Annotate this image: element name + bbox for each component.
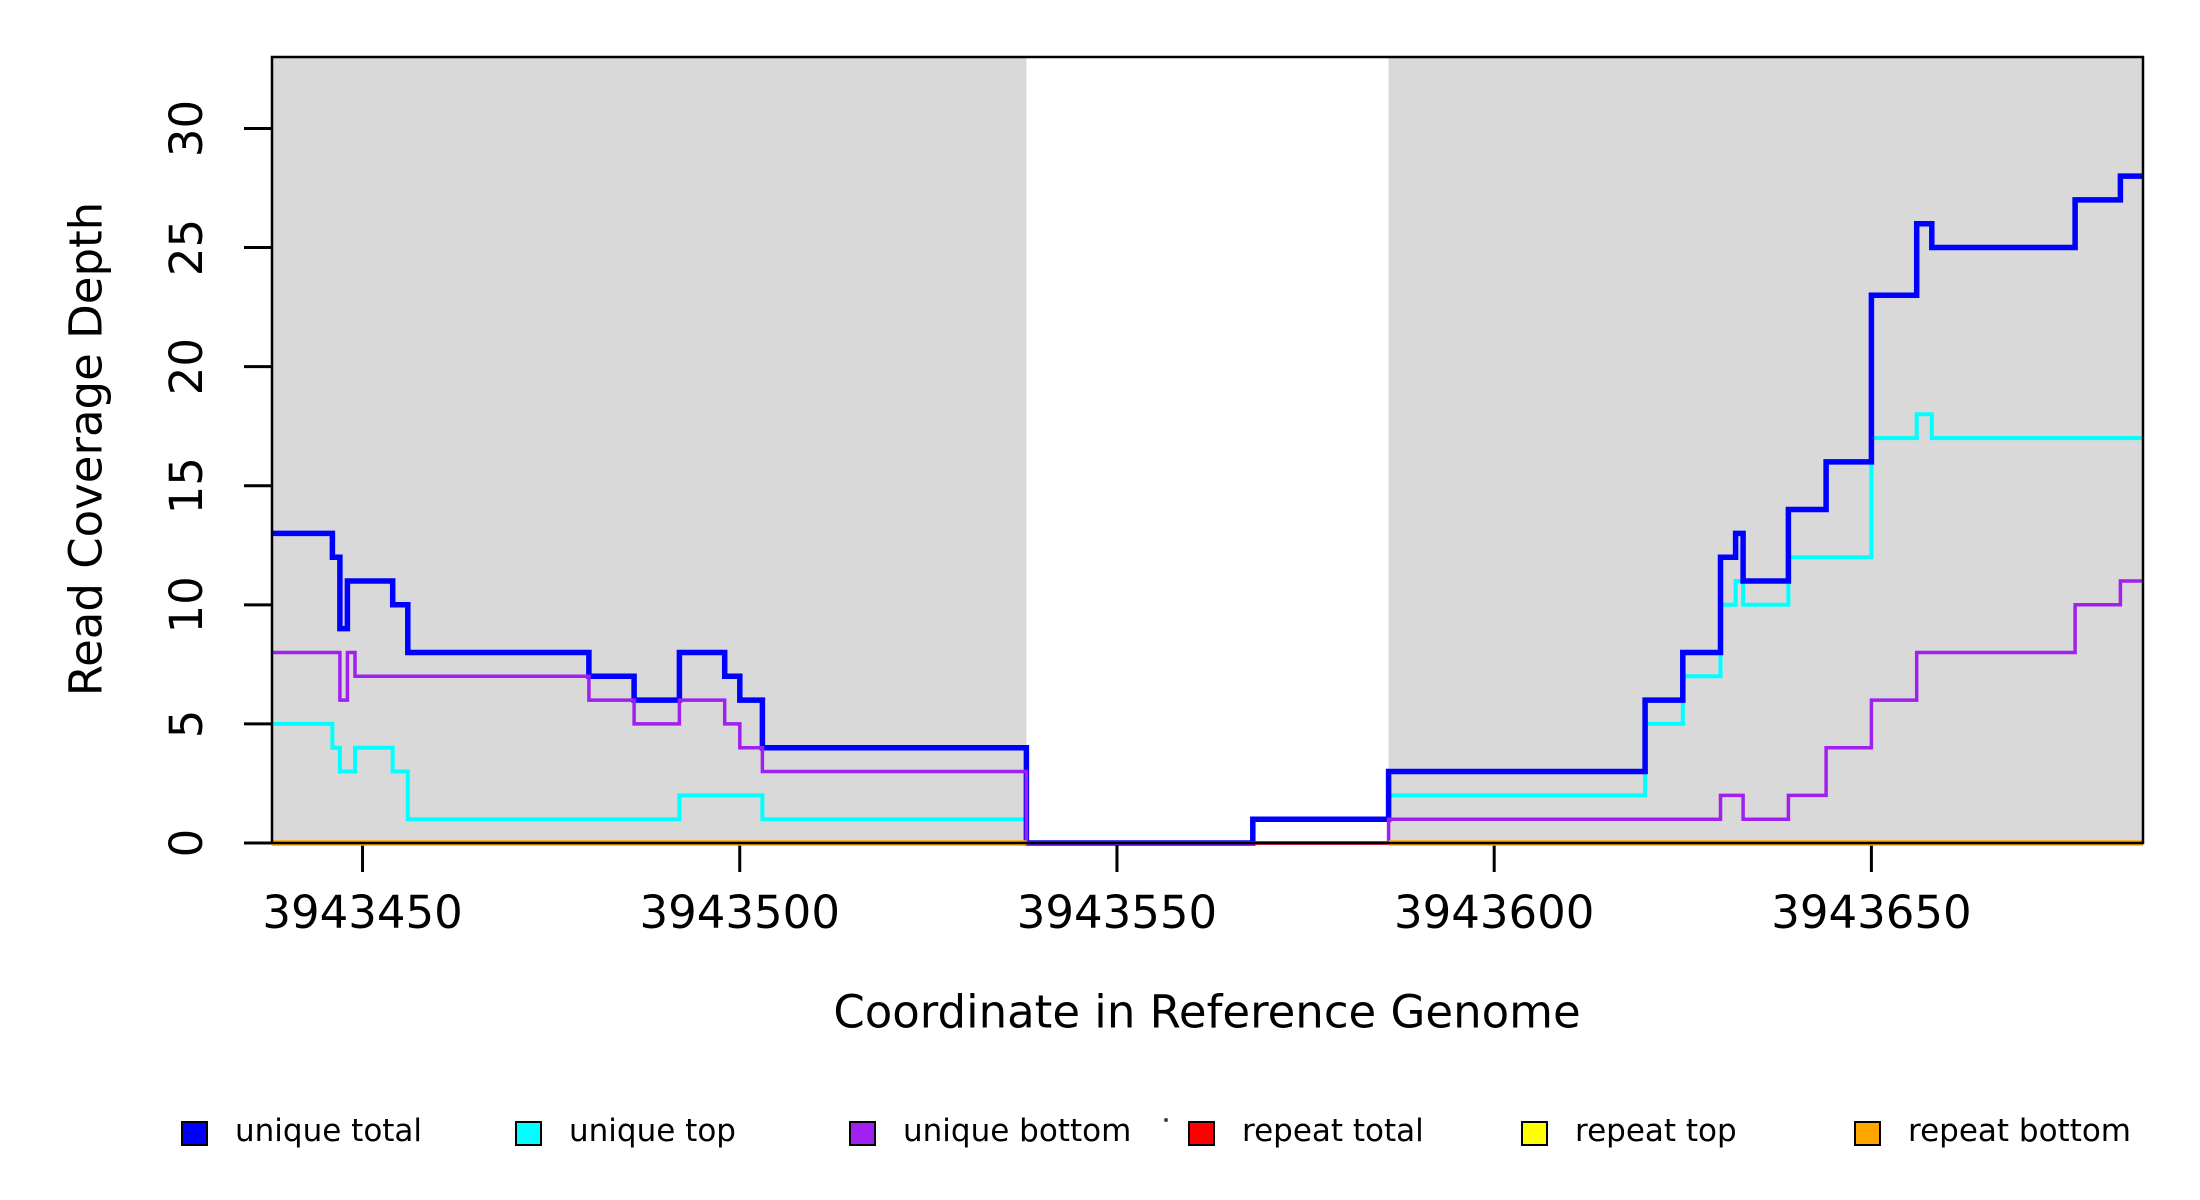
x-tick-label: 3943450 [262,886,462,939]
y-tick-label: 0 [160,829,213,858]
legend-label-repeat-top: repeat top [1575,1113,1737,1149]
legend-label-unique-top: unique top [569,1113,736,1149]
y-tick-label: 20 [160,338,213,395]
legend-swatch-unique-top [515,1121,542,1146]
series-unique-total [272,173,2143,846]
x-tick-label: 3943500 [640,886,840,939]
y-tick-label: 10 [160,576,213,633]
y-tick-label: 30 [160,100,213,157]
legend-swatch-unique-bottom [849,1121,876,1146]
stray-point-mark [1164,1118,1168,1122]
y-axis-title: Read Coverage Depth [59,201,113,697]
legend-swatch-repeat-total [1188,1121,1215,1146]
series-unique-bottom [272,579,2143,845]
x-tick-label: 3943650 [1771,886,1971,939]
legend-swatch-repeat-top [1521,1121,1548,1146]
legend-label-unique-total: unique total [235,1113,423,1149]
x-axis-title: Coordinate in Reference Genome [833,985,1581,1039]
x-tick-label: 3943550 [1017,886,1217,939]
legend-label-repeat-total: repeat total [1242,1113,1424,1149]
covered-region-left [272,57,1027,844]
legend-label-repeat-bottom: repeat bottom [1908,1113,2132,1149]
x-tick-label: 3943600 [1394,886,1594,939]
y-tick-label: 25 [160,219,213,276]
covered-region-right [1388,57,2143,844]
y-tick-label: 5 [160,710,213,739]
legend-swatch-repeat-bottom [1854,1121,1881,1146]
y-tick-label: 15 [160,457,213,514]
legend-swatch-unique-total [181,1121,208,1146]
legend-label-unique-bottom: unique bottom [903,1113,1132,1149]
plot-border [270,55,2145,845]
